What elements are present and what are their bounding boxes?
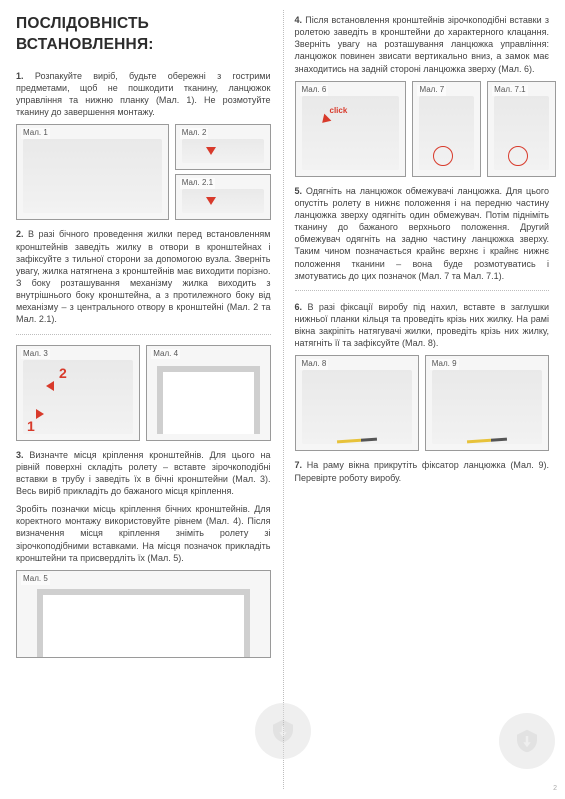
- step-3a-text: 3. Визначте місця кріплення кронштейнів.…: [16, 449, 271, 498]
- fig-row-1: Мал. 1 Мал. 2 Мал. 2.1: [16, 124, 271, 220]
- red-arrow-icon: [36, 409, 44, 419]
- step-7-text: 7. На раму вікна прикрутіть фіксатор лан…: [295, 459, 550, 483]
- figure-9: Мал. 9: [425, 355, 549, 451]
- page-number: 2: [553, 784, 557, 793]
- right-column: 4. Після встановлення кронштейнів зірочк…: [283, 0, 565, 799]
- figure-2-1-illustration: [182, 189, 265, 213]
- figure-1-illustration: [23, 139, 162, 213]
- step-6-body: В разі фіксації виробу під нахил, вставт…: [295, 302, 550, 348]
- figure-6-label: Мал. 6: [300, 85, 329, 96]
- horizontal-divider: [295, 290, 550, 291]
- step-4-body: Після встановлення кронштейнів зірочкопо…: [295, 15, 550, 74]
- figure-1: Мал. 1: [16, 124, 169, 220]
- figure-1-label: Мал. 1: [21, 128, 50, 139]
- horizontal-divider: [16, 334, 271, 335]
- step-6-text: 6. В разі фіксації виробу під нахил, вст…: [295, 301, 550, 350]
- figure-5-label: Мал. 5: [21, 574, 50, 585]
- figure-3-label: Мал. 3: [21, 349, 50, 360]
- figure-4-frame: [157, 366, 259, 434]
- step-3b-text: Зробіть позначки місць кріплення бічних …: [16, 503, 271, 564]
- figure-8-label: Мал. 8: [300, 359, 329, 370]
- step-2-text: 2. В разі бічного проведення жилки перед…: [16, 228, 271, 325]
- step-5-body: Одягніть на ланцюжок обмежувачі ланцюжка…: [295, 186, 550, 281]
- figure-8: Мал. 8: [295, 355, 419, 451]
- red-number-2: 2: [59, 364, 67, 383]
- figure-4-label: Мал. 4: [151, 349, 180, 360]
- step-7-body: На раму вікна прикрутіть фіксатор ланцюж…: [295, 460, 550, 482]
- figure-2-label: Мал. 2: [180, 128, 209, 139]
- figure-5-frame: [37, 589, 250, 657]
- step-1-number: 1.: [16, 71, 24, 81]
- figure-8-illustration: [302, 370, 412, 444]
- figure-2-stack: Мал. 2 Мал. 2.1: [175, 124, 272, 220]
- step-1-text: 1. Розпакуйте виріб, будьте обережні з г…: [16, 70, 271, 119]
- step-3-number: 3.: [16, 450, 24, 460]
- figure-2-1-label: Мал. 2.1: [180, 178, 215, 189]
- step-4-text: 4. Після встановлення кронштейнів зірочк…: [295, 14, 550, 75]
- figure-3-illustration: [23, 360, 133, 434]
- figure-6: Мал. 6 click: [295, 81, 407, 177]
- fig-row-3: Мал. 5: [16, 570, 271, 658]
- figure-2-1: Мал. 2.1: [175, 174, 272, 220]
- figure-6-illustration: [302, 96, 400, 170]
- left-column: ПОСЛІДОВНІСТЬ ВСТАНОВЛЕННЯ: 1. Розпакуйт…: [0, 0, 283, 799]
- red-arrow-icon: [46, 381, 54, 391]
- step-3a-body: Визначте місця кріплення кронштейнів. Дл…: [16, 450, 271, 496]
- page: ПОСЛІДОВНІСТЬ ВСТАНОВЛЕННЯ: 1. Розпакуйт…: [0, 0, 565, 799]
- figure-5: Мал. 5: [16, 570, 271, 658]
- figure-9-illustration: [432, 370, 542, 444]
- figure-2: Мал. 2: [175, 124, 272, 170]
- click-label: click: [330, 106, 348, 117]
- red-arrow-icon: [206, 197, 216, 205]
- figure-7: Мал. 7: [412, 81, 481, 177]
- figure-7-label: Мал. 7: [417, 85, 446, 96]
- step-2-body: В разі бічного проведення жилки перед вс…: [16, 229, 271, 324]
- fig-row-5: Мал. 8 Мал. 9: [295, 355, 550, 451]
- figure-7-1-label: Мал. 7.1: [492, 85, 527, 96]
- red-arrow-icon: [206, 147, 216, 155]
- page-title: ПОСЛІДОВНІСТЬ ВСТАНОВЛЕННЯ:: [16, 14, 271, 56]
- step-7-number: 7.: [295, 460, 303, 470]
- step-1-body: Розпакуйте виріб, будьте обережні з гост…: [16, 71, 271, 117]
- figure-7-1: Мал. 7.1: [487, 81, 556, 177]
- figure-2-illustration: [182, 139, 265, 163]
- step-5-number: 5.: [295, 186, 303, 196]
- figure-4: Мал. 4: [146, 345, 270, 441]
- red-circle-icon: [508, 146, 528, 166]
- fig-row-4: Мал. 6 click Мал. 7 Мал. 7.1: [295, 81, 550, 177]
- figure-3: Мал. 3 1 2: [16, 345, 140, 441]
- watermark-icon: [499, 713, 555, 769]
- figure-9-label: Мал. 9: [430, 359, 459, 370]
- step-5-text: 5. Одягніть на ланцюжок обмежувачі ланцю…: [295, 185, 550, 282]
- step-2-number: 2.: [16, 229, 24, 239]
- step-4-number: 4.: [295, 15, 303, 25]
- step-6-number: 6.: [295, 302, 303, 312]
- red-number-1: 1: [27, 417, 35, 436]
- fig-row-2: Мал. 3 1 2 Мал. 4: [16, 345, 271, 441]
